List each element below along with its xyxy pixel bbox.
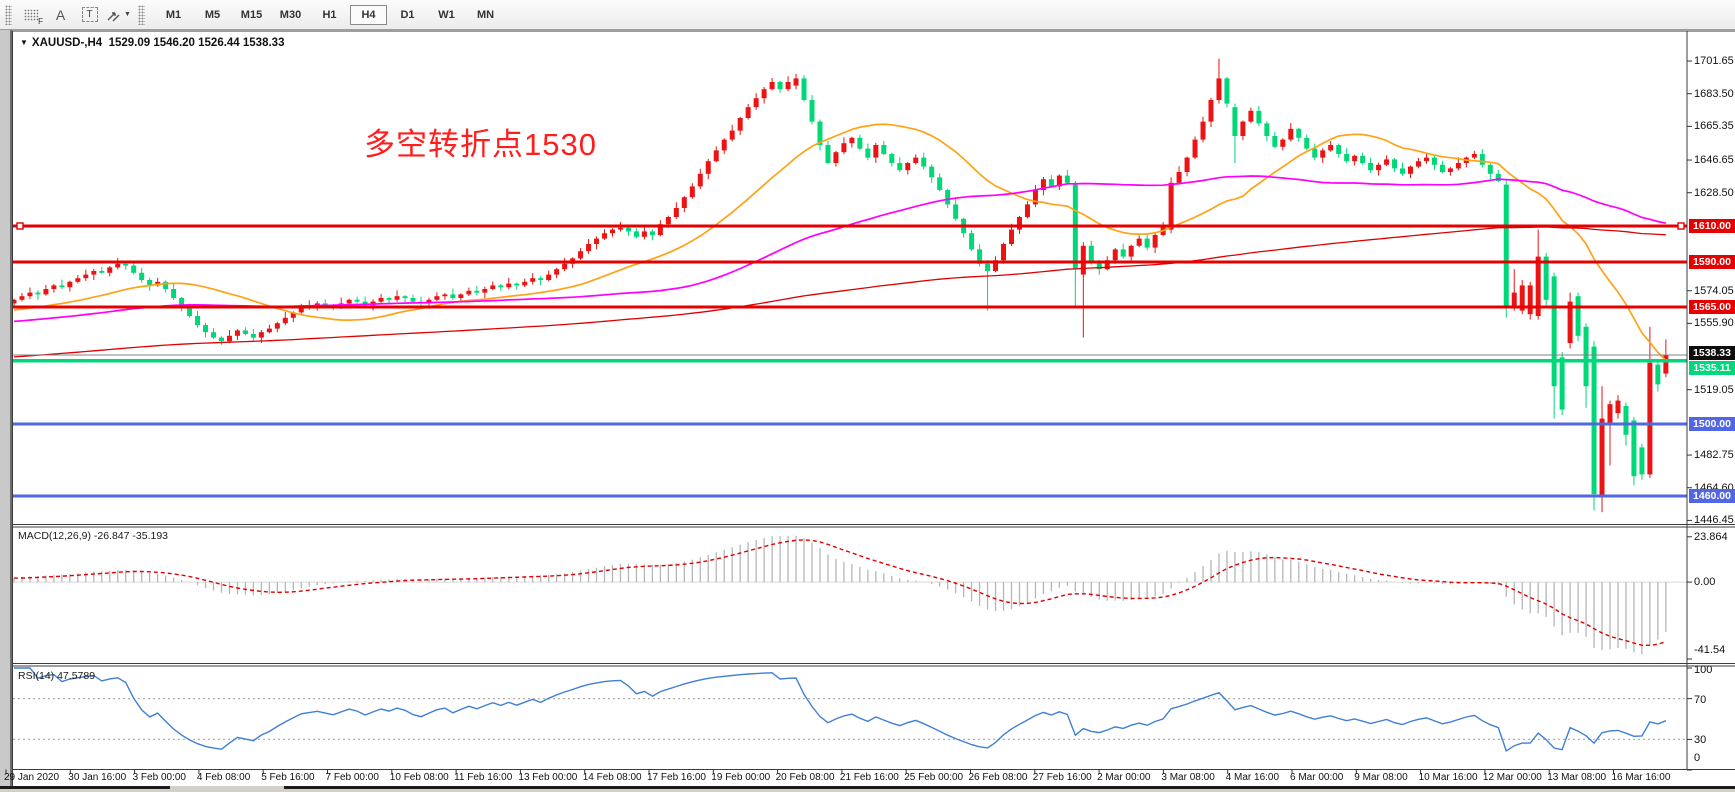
date-axis-label[interactable]: 20 Feb 08:00 [775, 772, 835, 783]
date-axis-label[interactable]: 29 Jan 2020 [4, 772, 60, 783]
chart-title[interactable]: ▼ XAUUSD-,H4 1529.09 1546.20 1526.44 1538… [20, 37, 284, 49]
timeframe-m15-button[interactable]: M15 [240, 8, 263, 21]
date-axis-label[interactable]: 7 Feb 00:00 [325, 772, 379, 783]
top-toolbar: F A T ▼ M1 M5 M15 M30 H1 H4 D1 W1 MN [0, 0, 1735, 30]
price-flag-1535.11[interactable]: 1535.11 [1689, 360, 1735, 375]
date-axis-label[interactable]: 10 Feb 08:00 [389, 772, 449, 783]
date-axis-label[interactable]: 5 Feb 16:00 [261, 772, 315, 783]
date-axis-label[interactable]: 4 Feb 08:00 [196, 772, 251, 783]
timeframe-m5-button[interactable]: M5 [204, 8, 221, 21]
pane-borders [12, 30, 1735, 787]
macd-axis-tick: 0.00 [1694, 576, 1716, 589]
date-axis-label[interactable]: 4 Mar 16:00 [1225, 772, 1280, 783]
window-border-segment [0, 786, 170, 789]
date-axis-label[interactable]: 25 Feb 00:00 [904, 772, 964, 783]
chevron-down-icon[interactable]: ▼ [124, 11, 131, 18]
horizontal-lines[interactable] [13, 222, 1687, 498]
timeframe-toolbar-grip[interactable] [138, 4, 145, 25]
date-axis-label[interactable]: 10 Mar 16:00 [1418, 772, 1478, 783]
rsi-axis-tick: 100 [1694, 664, 1713, 676]
rsi-label: RSI(14) 47.5789 [18, 670, 96, 682]
timeframe-m30-button[interactable]: M30 [279, 8, 302, 21]
price-flag-1565.00[interactable]: 1565.00 [1689, 300, 1735, 314]
date-axis-label[interactable]: 26 Feb 08:00 [968, 772, 1028, 783]
date-axis-label[interactable]: 11 Feb 16:00 [454, 772, 513, 783]
letter-a-icon: A [55, 6, 66, 23]
macd-histogram [13, 535, 1667, 655]
price-flag-1538.33[interactable]: 1538.33 [1689, 346, 1735, 360]
date-axis-label[interactable]: 12 Mar 00:00 [1482, 772, 1542, 783]
axis-ticks [5, 60, 1692, 774]
timeframe-d1-button[interactable]: D1 [400, 8, 415, 21]
date-axis-label[interactable]: 9 Mar 08:00 [1354, 772, 1408, 783]
date-axis-label[interactable]: 3 Mar 08:00 [1161, 772, 1215, 783]
macd-signal-line [13, 539, 1667, 646]
price-axis-tick: 1683.50 [1694, 87, 1734, 100]
price-axis-tick: 1665.35 [1694, 120, 1734, 133]
window-border-segment [284, 786, 1735, 789]
date-axis-label[interactable]: 30 Jan 16:00 [68, 772, 127, 783]
price-axis-tick: 1628.50 [1694, 186, 1734, 199]
date-axis-label[interactable]: 27 Feb 16:00 [1032, 772, 1092, 783]
date-axis-label[interactable]: 13 Feb 00:00 [518, 772, 578, 783]
chart-title-text: XAUUSD-,H4 1529.09 1546.20 1526.44 1538.… [31, 37, 285, 49]
date-axis-label[interactable]: 3 Feb 00:00 [132, 772, 186, 783]
chart-menu-icon[interactable]: ▼ [20, 38, 28, 47]
text-box-icon[interactable]: T [75, 2, 104, 27]
price-axis-tick: 1646.65 [1694, 154, 1734, 167]
price-axis-tick: 1446.45 [1694, 514, 1734, 527]
grid-dots-icon: F [24, 8, 43, 26]
text-label-icon[interactable]: A [46, 2, 75, 27]
ma-mid-magenta [13, 175, 1667, 323]
timeframe-group: M1 M5 M15 M30 H1 H4 D1 W1 MN [154, 4, 505, 25]
macd-axis-tick: -41.54 [1694, 644, 1726, 656]
hline-handle-icon [1677, 222, 1685, 230]
toolbar-grip[interactable] [5, 4, 12, 25]
date-axis-label[interactable]: 6 Mar 00:00 [1290, 772, 1344, 783]
date-axis-label[interactable]: 21 Feb 16:00 [839, 772, 899, 783]
price-flag-1610.00[interactable]: 1610.00 [1689, 219, 1735, 233]
annotation-text: 多空转折点1530 [364, 127, 597, 162]
ma-slow-red [13, 226, 1666, 358]
price-flag-1460.00[interactable]: 1460.00 [1689, 489, 1735, 503]
rsi-axis-tick: 70 [1694, 693, 1707, 706]
rsi-axis-tick: 0 [1694, 752, 1701, 764]
rsi-level-lines [13, 697, 1687, 741]
ma-fast-orange [13, 123, 1667, 362]
date-axis-label[interactable]: 14 Feb 08:00 [582, 772, 642, 783]
chart-template-icon[interactable]: F [17, 2, 46, 27]
timeframe-m1-button[interactable]: M1 [165, 8, 182, 21]
diagonal-arrows-icon [107, 11, 120, 21]
window-bottom-edge [0, 786, 1735, 792]
window-left-edge [0, 30, 12, 792]
macd-label: MACD(12,26,9) -26.847 -35.193 [18, 530, 168, 542]
date-axis-label[interactable]: 16 Mar 16:00 [1611, 772, 1671, 783]
price-axis-tick: 1482.75 [1694, 449, 1734, 462]
date-axis-label[interactable]: 19 Feb 00:00 [711, 772, 771, 783]
macd-axis-tick: 23.864 [1694, 530, 1728, 543]
timeframe-mn-button[interactable]: MN [476, 8, 495, 21]
rsi-line [14, 667, 1667, 752]
price-axis-tick: 1574.05 [1694, 284, 1734, 297]
price-flag-1590.00[interactable]: 1590.00 [1689, 255, 1735, 269]
date-axis-label[interactable]: 2 Mar 00:00 [1097, 772, 1151, 783]
date-axis-label[interactable]: 13 Mar 08:00 [1547, 772, 1607, 783]
draw-arrow-icon[interactable]: ▼ [104, 2, 133, 27]
price-axis-tick: 1519.05 [1694, 383, 1734, 396]
price-axis-tick: 1555.90 [1694, 317, 1734, 330]
hline-handle-icon [16, 222, 24, 230]
price-flag-1500.00[interactable]: 1500.00 [1689, 417, 1735, 431]
timeframe-w1-button[interactable]: W1 [438, 8, 455, 21]
candles-layer[interactable] [12, 58, 1669, 513]
rsi-axis-tick: 30 [1694, 734, 1707, 747]
timeframe-h4-button[interactable]: H4 [350, 4, 387, 25]
date-axis-label[interactable]: 17 Feb 16:00 [647, 772, 706, 783]
boxed-t-icon: T [81, 7, 98, 22]
price-axis-tick: 1701.65 [1694, 55, 1734, 68]
timeframe-h1-button[interactable]: H1 [322, 8, 337, 21]
